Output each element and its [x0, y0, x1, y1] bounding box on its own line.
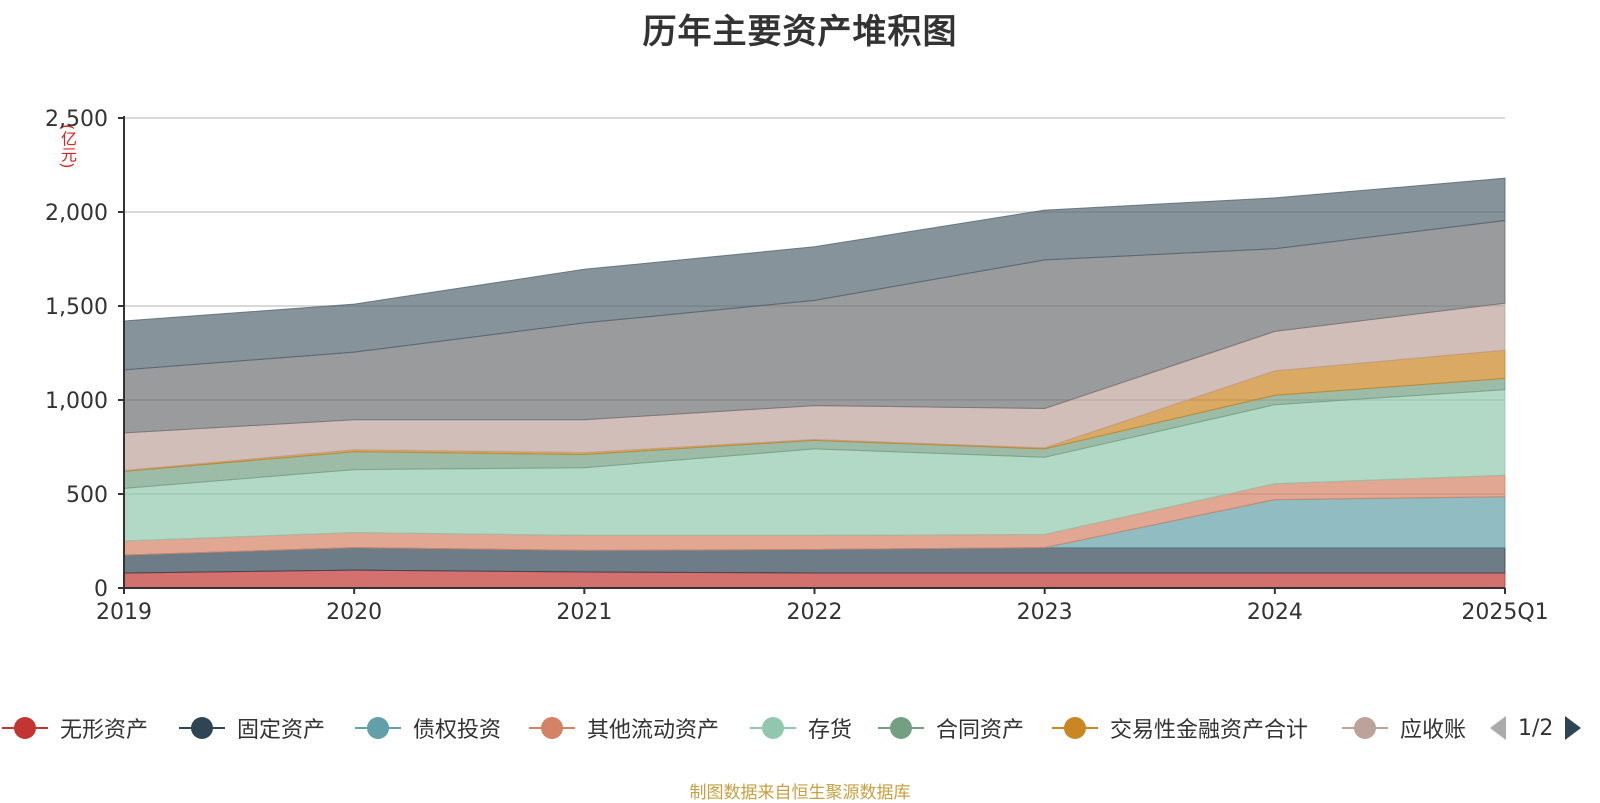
x-tick-label: 2023: [1017, 600, 1073, 625]
legend-label: 债权投资: [413, 718, 502, 743]
legend-item[interactable]: 其他流动资产: [527, 708, 719, 748]
legend-next-icon[interactable]: [1563, 714, 1583, 742]
legend-swatch-icon: [1052, 717, 1098, 739]
x-tick-label: 2024: [1247, 600, 1303, 625]
x-tick-label: 2022: [787, 600, 843, 625]
y-tick-label: 500: [66, 483, 108, 508]
legend-pager: 1/2: [1488, 708, 1583, 748]
legend-swatch-icon: [878, 717, 924, 739]
y-tick-label: 0: [94, 577, 108, 602]
legend-swatch-icon: [179, 717, 225, 739]
y-tick-label: 1,500: [45, 295, 108, 320]
legend-label: 合同资产: [936, 718, 1025, 743]
y-axis-unit: (亿元): [58, 124, 77, 169]
y-tick-label: 2,000: [45, 201, 108, 226]
legend-item[interactable]: 合同资产: [876, 708, 1024, 748]
legend-label: 存货: [808, 718, 853, 743]
x-tick-label: 2020: [326, 600, 382, 625]
x-tick-label: 2021: [556, 600, 612, 625]
area-chart: 0 500 1,000 1,500 2,000 2,500 2019 2020 2021 2022…: [45, 107, 1549, 625]
stacked-areas: [123, 177, 1506, 589]
tick-labels: 0 500 1,000 1,500 2,000 2,500 2019 2020 2021 2022…: [45, 107, 1549, 625]
legend-swatch-icon: [1342, 717, 1388, 739]
x-tick-label: 2019: [96, 600, 152, 625]
area-series-10: [123, 177, 1506, 371]
y-tick-label: 2,500: [45, 107, 108, 132]
legend-item[interactable]: 债权投资: [353, 708, 501, 748]
legend-label: 应收账: [1400, 718, 1467, 743]
legend-items: 无形资产 固定资产 债权投资 其他流动资产 存货 合同资产 交易性金融资产合计 应收账: [0, 708, 1482, 748]
legend-item[interactable]: 应收账: [1340, 708, 1466, 748]
legend-page-indicator: 1/2: [1518, 715, 1554, 741]
legend-label: 固定资产: [237, 718, 326, 743]
area-series-2: [123, 547, 1506, 574]
legend-swatch-icon: [355, 717, 401, 739]
legend-swatch-icon: [529, 717, 575, 739]
y-tick-label: 1,000: [45, 389, 108, 414]
x-tick-label: 2025Q1: [1461, 600, 1548, 625]
legend-label: 交易性金融资产合计: [1110, 718, 1309, 743]
legend-label: 无形资产: [60, 718, 149, 743]
legend-label: 其他流动资产: [587, 718, 720, 743]
legend-swatch-icon: [750, 717, 796, 739]
legend-swatch-icon: [2, 717, 48, 739]
legend: 无形资产 固定资产 债权投资 其他流动资产 存货 合同资产 交易性金融资产合计 应收账 1/2: [0, 708, 1600, 748]
source-note: 制图数据来自恒生聚源数据库: [689, 783, 911, 803]
legend-item[interactable]: 存货: [748, 708, 852, 748]
legend-prev-icon[interactable]: [1488, 714, 1508, 742]
legend-item[interactable]: 固定资产: [177, 708, 325, 748]
legend-item[interactable]: 交易性金融资产合计: [1050, 708, 1308, 748]
legend-item[interactable]: 无形资产: [0, 708, 148, 748]
chart-title: 历年主要资产堆积图: [642, 12, 958, 52]
